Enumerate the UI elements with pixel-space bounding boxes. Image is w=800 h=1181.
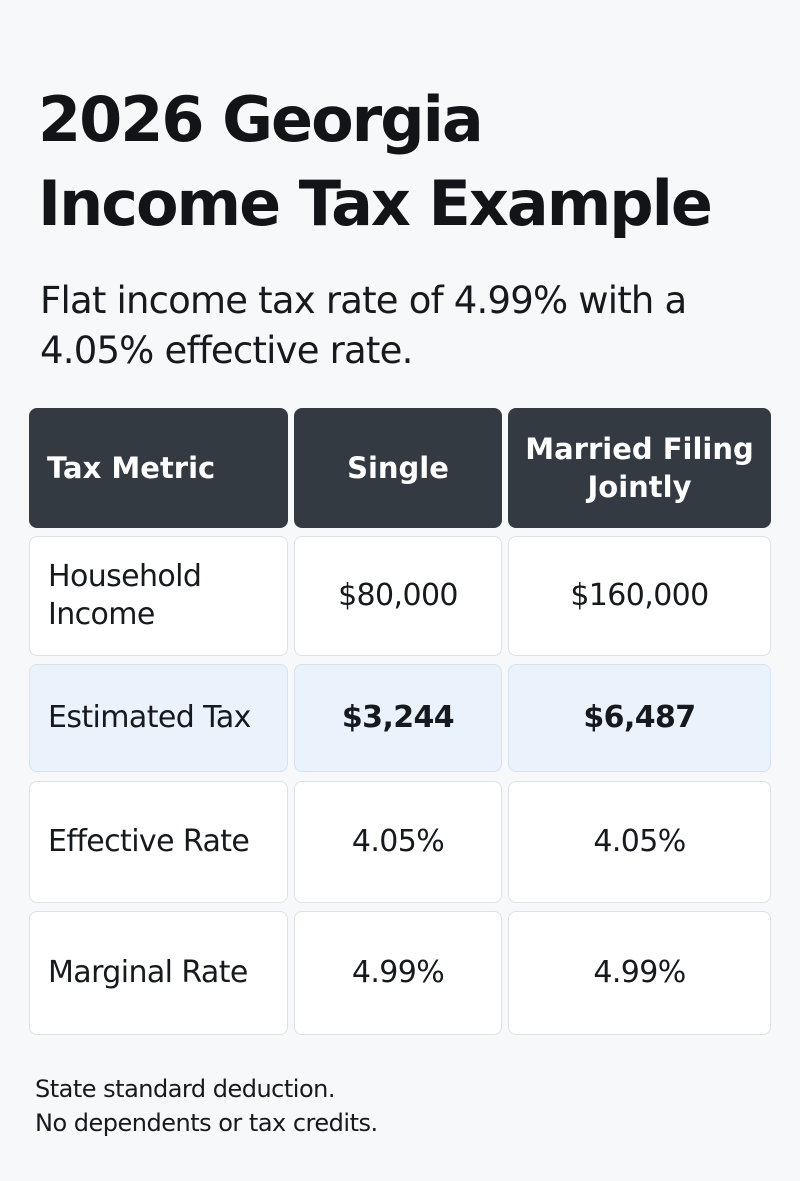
subtitle-line-2: 4.05% effective rate. [40,329,413,372]
subtitle-line-1: Flat income tax rate of 4.99% with a [40,279,687,322]
table-header-row: Tax Metric Single Married Filing Jointly [29,408,771,528]
row-label: Marginal Rate [29,911,288,1035]
footnote-line-1: State standard deduction. [35,1075,335,1103]
single-value: 4.05% [294,781,502,903]
table-row-effective-rate: Effective Rate 4.05% 4.05% [29,781,771,903]
footnote-line-2: No dependents or tax credits. [35,1109,378,1137]
row-label: Effective Rate [29,781,288,903]
table-row-estimated-tax: Estimated Tax $3,244 $6,487 [29,664,771,772]
married-value: 4.05% [508,781,771,903]
single-value: $3,244 [294,664,502,772]
row-label: Household Income [29,536,288,656]
page-title: 2026 Georgia Income Tax Example [38,78,778,246]
title-line-2: Income Tax Example [38,167,713,240]
row-label: Estimated Tax [29,664,288,772]
column-header-single: Single [294,408,502,528]
married-value: $6,487 [508,664,771,772]
table-row-marginal-rate: Marginal Rate 4.99% 4.99% [29,911,771,1035]
table-row-household-income: Household Income $80,000 $160,000 [29,536,771,656]
single-value: 4.99% [294,911,502,1035]
column-header-married-filing-jointly: Married Filing Jointly [508,408,771,528]
page-subtitle: Flat income tax rate of 4.99% with a 4.0… [40,276,760,376]
column-header-tax-metric: Tax Metric [29,408,288,528]
married-value: $160,000 [508,536,771,656]
married-value: 4.99% [508,911,771,1035]
footnote: State standard deduction. No dependents … [35,1072,755,1140]
title-line-1: 2026 Georgia [38,83,484,156]
single-value: $80,000 [294,536,502,656]
